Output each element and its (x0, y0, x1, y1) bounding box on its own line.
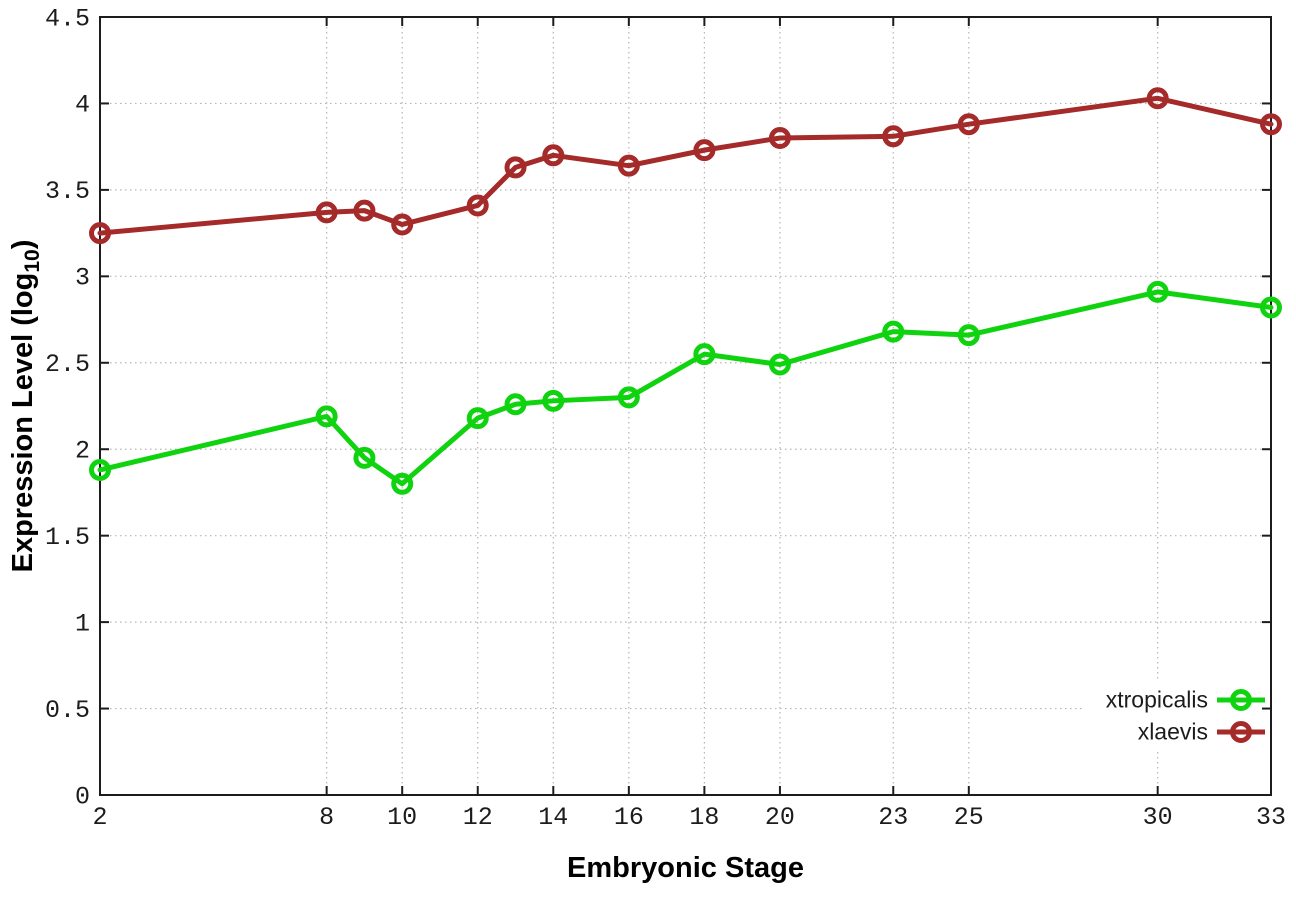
data-point-xlaevis (391, 213, 414, 236)
data-point-xlaevis (353, 199, 376, 222)
data-point-xlaevis (882, 125, 905, 148)
y-tick-label: 4.5 (45, 4, 90, 33)
y-axis-title: Expression Level (log10) (7, 240, 44, 573)
data-point-xtropicalis (466, 407, 489, 430)
data-point-xtropicalis (315, 405, 338, 428)
series-line-xtropicalis (97, 289, 1274, 487)
data-point-xlaevis (693, 139, 716, 162)
x-tick-label: 14 (538, 803, 568, 832)
data-point-xtropicalis (542, 389, 565, 412)
x-tick-label: 16 (614, 803, 644, 832)
y-tick-label: 1.5 (45, 523, 90, 552)
data-point-xlaevis (504, 156, 527, 179)
x-tick-label: 8 (319, 803, 334, 832)
x-tick-label: 18 (689, 803, 719, 832)
data-point-xtropicalis (1260, 296, 1282, 319)
data-point-xtropicalis (768, 353, 791, 376)
data-point-xtropicalis (391, 472, 414, 495)
data-point-xtropicalis (882, 320, 905, 343)
x-tick-label: 25 (954, 803, 984, 832)
data-point-xtropicalis (1146, 280, 1169, 303)
x-tick-label: 20 (765, 803, 795, 832)
series-xtropicalis (89, 280, 1282, 495)
data-point-xlaevis (617, 154, 640, 177)
data-point-xtropicalis (89, 458, 111, 481)
legend: xtropicalis xlaevis (1106, 687, 1265, 745)
legend-entry-xlaevis: xlaevis (1138, 719, 1265, 745)
x-tick-label: 2 (92, 803, 107, 832)
series-line-xlaevis (97, 95, 1274, 236)
x-tick-label: 30 (1143, 803, 1173, 832)
y-tick-label: 3 (75, 264, 90, 293)
plot-border (99, 16, 1272, 796)
legend-sample-marker-xlaevis (1230, 721, 1252, 743)
y-tick-label: 2 (75, 436, 90, 465)
data-point-xlaevis (466, 194, 489, 217)
y-tick-label: 1 (75, 609, 90, 638)
y-tick-label: 3.5 (45, 177, 90, 206)
tick-marks (99, 16, 1272, 796)
data-point-xlaevis (542, 144, 565, 167)
x-axis-title: Embryonic Stage (567, 852, 804, 884)
y-tick-label: 0.5 (45, 696, 90, 725)
y-tick-label: 2.5 (45, 350, 90, 379)
legend-entry-xtropicalis: xtropicalis (1106, 687, 1265, 713)
data-point-xlaevis (1146, 87, 1169, 110)
data-point-xtropicalis (617, 386, 640, 409)
legend-label-xtropicalis: xtropicalis (1106, 687, 1208, 713)
series-xlaevis (89, 87, 1282, 245)
legend-label-xlaevis: xlaevis (1138, 719, 1208, 745)
data-point-xlaevis (957, 113, 980, 136)
data-point-xtropicalis (693, 343, 716, 366)
y-tick-label: 4 (75, 91, 90, 120)
data-point-xtropicalis (504, 393, 527, 416)
data-point-xlaevis (768, 127, 791, 150)
gridlines (100, 17, 1271, 795)
x-tick-label: 33 (1256, 803, 1286, 832)
data-point-xlaevis (1260, 113, 1282, 136)
x-tick-label: 10 (387, 803, 417, 832)
y-tick-label: 0 (75, 782, 90, 811)
data-point-xlaevis (315, 201, 338, 224)
data-point-xtropicalis (353, 446, 376, 469)
x-tick-label: 12 (463, 803, 493, 832)
data-point-xtropicalis (957, 324, 980, 347)
x-tick-label: 23 (878, 803, 908, 832)
data-point-xlaevis (89, 222, 111, 245)
legend-sample-marker-xtropicalis (1230, 689, 1252, 711)
